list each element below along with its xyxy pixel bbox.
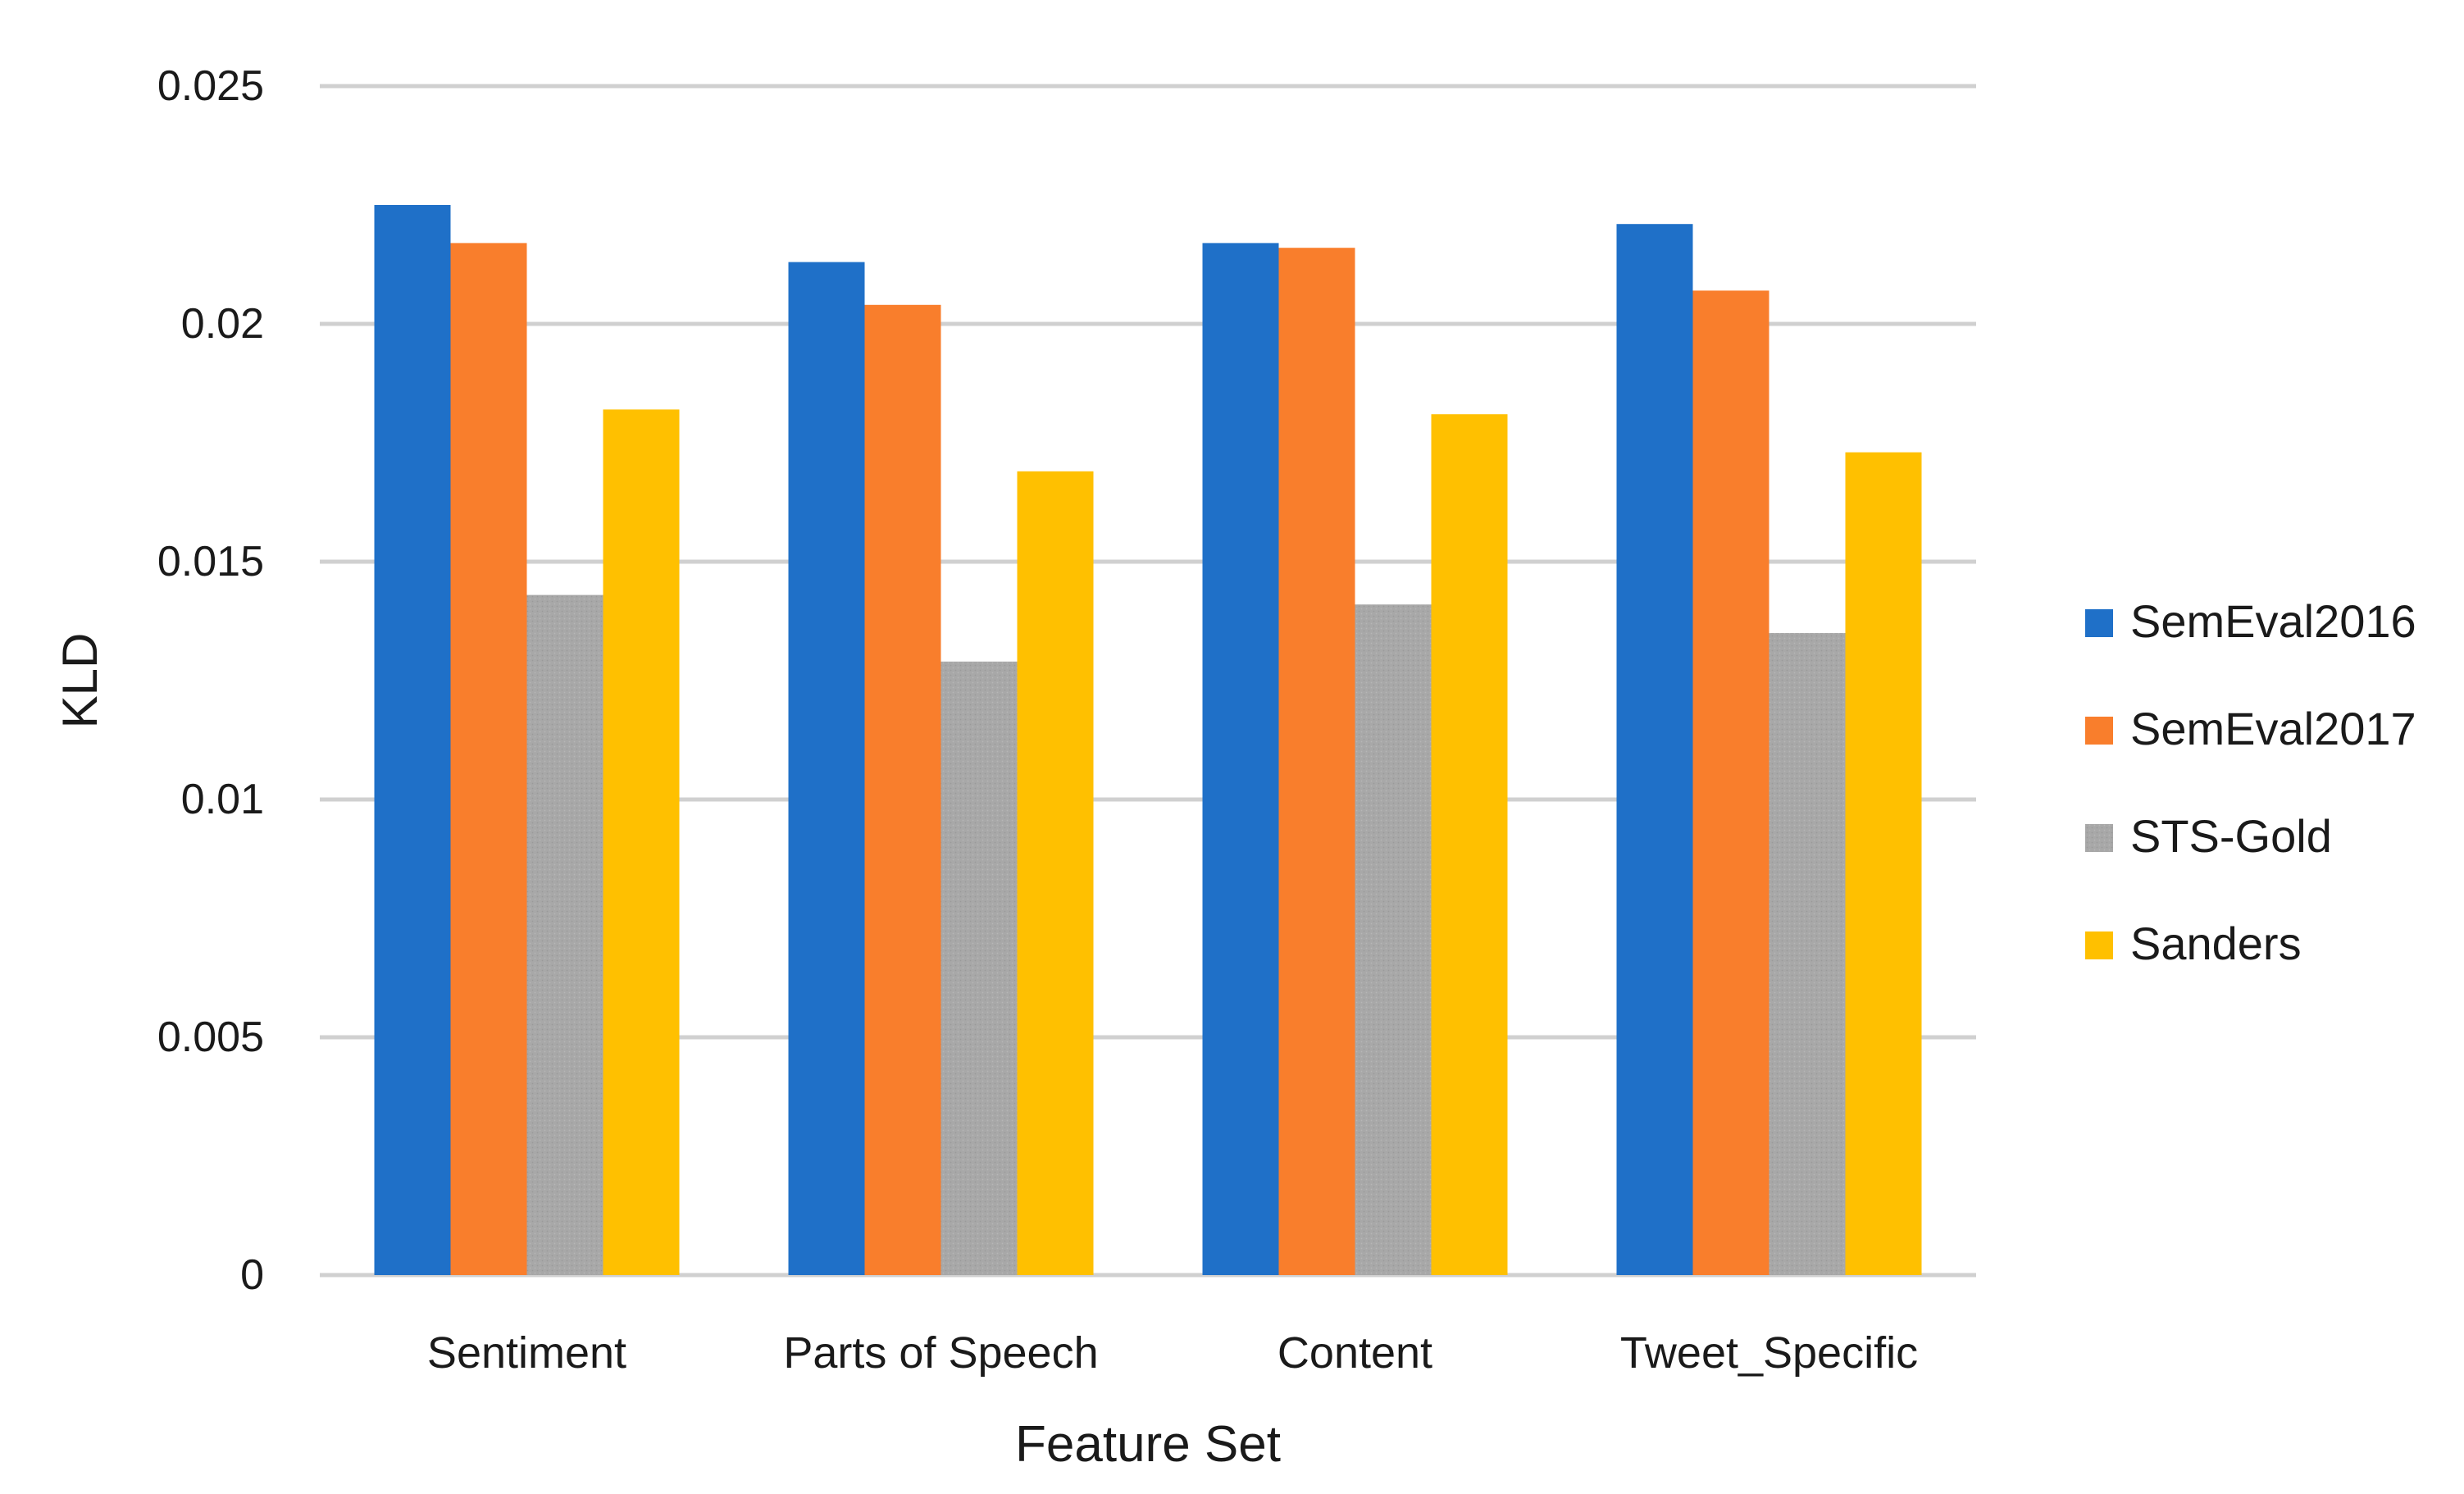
- y-tick-label: 0: [240, 1251, 264, 1299]
- legend-swatch-semeval2016: [2085, 609, 2113, 637]
- bar-sts-gold-3: [1769, 633, 1846, 1275]
- x-axis-categories: Sentiment Parts of Speech Content Tweet_Spe…: [427, 1328, 1918, 1378]
- x-axis-title: Feature Set: [1015, 1416, 1281, 1473]
- legend: SemEval2016 SemEval2017 STS-Gold Sanders: [2085, 595, 2416, 969]
- legend-label: SemEval2017: [2130, 703, 2416, 754]
- bar-sts-gold-2: [1355, 604, 1432, 1275]
- x-category-label: Sentiment: [427, 1328, 626, 1378]
- bar-semeval2017-1: [864, 304, 941, 1275]
- x-category-label: Tweet_Specific: [1620, 1328, 1918, 1378]
- bar-sanders-0: [603, 409, 680, 1275]
- legend-swatch-sanders: [2085, 931, 2113, 959]
- bar-sanders-2: [1431, 414, 1508, 1276]
- y-axis-title: KLD: [52, 633, 107, 729]
- legend-swatch-sts-gold: [2085, 824, 2113, 852]
- legend-swatch-semeval2017: [2085, 717, 2113, 745]
- y-tick-label: 0.02: [181, 300, 264, 348]
- bar-semeval2017-0: [450, 243, 527, 1275]
- bar-sts-gold-0: [526, 594, 603, 1275]
- bar-semeval2016-2: [1202, 243, 1279, 1275]
- y-tick-label: 0.025: [157, 62, 264, 110]
- legend-label: Sanders: [2130, 918, 2302, 969]
- x-category-label: Content: [1278, 1328, 1432, 1378]
- y-tick-label: 0.015: [157, 538, 264, 585]
- bar-semeval2016-3: [1616, 224, 1693, 1276]
- bar-sanders-3: [1845, 452, 1922, 1275]
- bar-semeval2017-3: [1692, 290, 1769, 1275]
- x-category-label: Parts of Speech: [783, 1328, 1098, 1378]
- bars: [374, 205, 1922, 1276]
- legend-label: STS-Gold: [2130, 810, 2332, 862]
- bar-semeval2016-0: [374, 205, 451, 1275]
- y-tick-label: 0.01: [181, 776, 264, 823]
- legend-label: SemEval2016: [2130, 595, 2416, 647]
- y-tick-label: 0.005: [157, 1013, 264, 1061]
- bar-sanders-1: [1017, 471, 1094, 1275]
- y-axis-ticks: 0 0.005 0.01 0.015 0.02 0.025: [157, 62, 264, 1299]
- bar-semeval2017-2: [1278, 248, 1355, 1276]
- bar-semeval2016-1: [788, 262, 865, 1276]
- bar-sts-gold-1: [941, 661, 1018, 1275]
